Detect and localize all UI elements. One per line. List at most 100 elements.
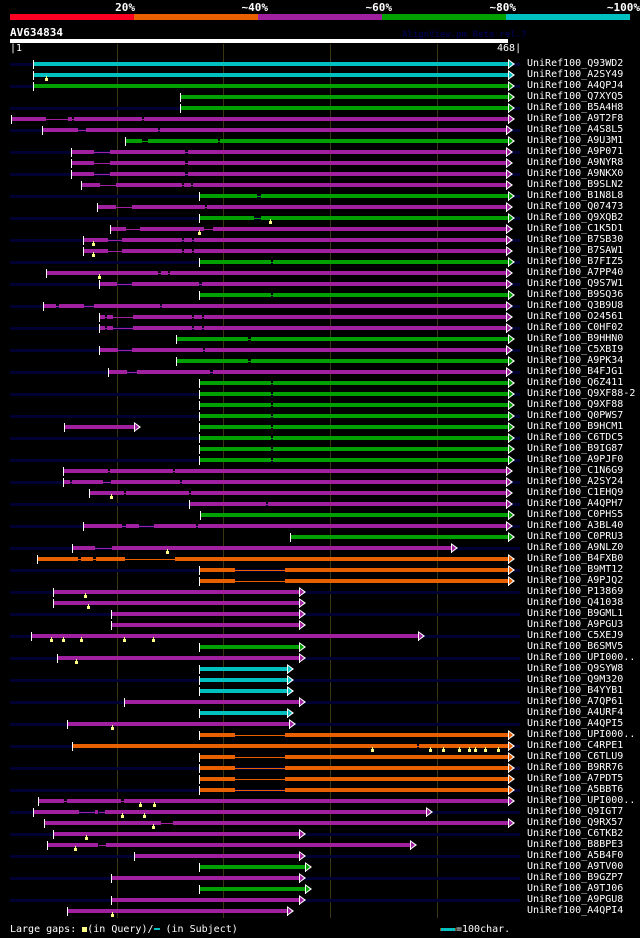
hit-label[interactable]: UniRef100_A9PJQ2 <box>527 575 624 586</box>
hit-label[interactable]: UniRef100_A9PGU3 <box>527 619 624 630</box>
hit-label[interactable]: UniRef100_C6TLU9 <box>527 751 624 762</box>
hit-label[interactable]: UniRef100_A4QPI4 <box>527 905 624 916</box>
hit-label[interactable]: UniRef100_C5XBI9 <box>527 344 624 355</box>
hit-label[interactable]: UniRef100_B4YYB1 <box>527 685 624 696</box>
hit-label[interactable]: UniRef100_B9HHN0 <box>527 333 624 344</box>
scale-bar-icon <box>440 927 456 931</box>
hit-label[interactable]: UniRef100_A9PJF0 <box>527 454 624 465</box>
hit-label[interactable]: UniRef100_Q9IGT7 <box>527 806 624 817</box>
hit-label[interactable]: UniRef100_Q3B9U8 <box>527 300 624 311</box>
hit-label[interactable]: UniRef100_B9SLN2 <box>527 179 624 190</box>
hit-label[interactable]: UniRef100_C1N6G9 <box>527 465 624 476</box>
hit-label[interactable]: UniRef100_A9NYR8 <box>527 157 624 168</box>
subject-gap <box>167 273 170 274</box>
hit-label[interactable]: UniRef100_Q9XF88-2 <box>527 388 636 399</box>
hit-label[interactable]: UniRef100_Q9M320 <box>527 674 624 685</box>
subject-gap <box>93 559 97 560</box>
hit-label[interactable]: UniRef100_A4QPJ4 <box>527 80 624 91</box>
alignment-end-tick <box>508 797 509 806</box>
hit-label[interactable]: UniRef100_B9GZP7 <box>527 872 624 883</box>
alignment-segment <box>36 557 79 561</box>
alignment-segment <box>273 436 508 440</box>
hit-label[interactable]: UniRef100_C6TKB2 <box>527 828 624 839</box>
alignment-end-tick <box>506 236 507 245</box>
hit-label[interactable]: UniRef100_Q0PWS7 <box>527 410 624 421</box>
hit-label[interactable]: UniRef100_B4FXB0 <box>527 553 624 564</box>
hit-label[interactable]: UniRef100_B7SB30 <box>527 234 624 245</box>
hit-label[interactable]: UniRef100_A9U3M1 <box>527 135 624 146</box>
hit-label[interactable]: UniRef100_A5BBT6 <box>527 784 624 795</box>
hit-label[interactable]: UniRef100_C0PHS5 <box>527 509 624 520</box>
hit-label[interactable]: UniRef100_Q9XQB2 <box>527 212 624 223</box>
hit-label[interactable]: UniRef100_A9P071 <box>527 146 624 157</box>
query-gap-marker-icon <box>151 637 155 642</box>
alignment-segment <box>285 733 508 737</box>
hit-label[interactable]: UniRef100_B9IG87 <box>527 443 624 454</box>
hit-label[interactable]: UniRef100_A2SY24 <box>527 476 624 487</box>
hit-label[interactable]: UniRef100_Q93WD2 <box>527 58 624 69</box>
hit-label[interactable]: UniRef100_A7PDT5 <box>527 773 624 784</box>
hit-label[interactable]: UniRef100_A4QPI5 <box>527 718 624 729</box>
hit-label[interactable]: UniRef100_A9T2F8 <box>527 113 624 124</box>
hit-label[interactable]: UniRef100_B9MT12 <box>527 564 624 575</box>
hit-label[interactable]: UniRef100_B5A4H8 <box>527 102 624 113</box>
hit-label[interactable]: UniRef100_Q07473 <box>527 201 624 212</box>
subject-gap <box>115 207 132 208</box>
hit-label[interactable]: UniRef100_B8BPE3 <box>527 839 624 850</box>
hit-label[interactable]: UniRef100_A4S8L5 <box>527 124 624 135</box>
query-gap-marker-icon <box>97 274 101 279</box>
hit-label[interactable]: UniRef100_Q9RX57 <box>527 817 624 828</box>
hit-label[interactable]: UniRef100_B4FJG1 <box>527 366 624 377</box>
alignment-segment <box>132 315 193 319</box>
hit-label[interactable]: UniRef100_B9GML1 <box>527 608 624 619</box>
hit-label[interactable]: UniRef100_A9TV00 <box>527 861 624 872</box>
alignment-end-arrow-fill <box>508 335 513 343</box>
hit-label[interactable]: UniRef100_Q9XF88 <box>527 399 624 410</box>
hit-label[interactable]: UniRef100_UPI000.. <box>527 729 636 740</box>
hit-label[interactable]: UniRef100_B9SQ36 <box>527 289 624 300</box>
hit-label[interactable]: UniRef100_A9TJ06 <box>527 883 624 894</box>
hit-label[interactable]: UniRef100_A7PP40 <box>527 267 624 278</box>
alignment-end-arrow-fill <box>508 731 513 739</box>
hit-label[interactable]: UniRef100_UPI000.. <box>527 652 636 663</box>
ruler-end-value: 468 <box>497 43 516 54</box>
hit-label[interactable]: UniRef100_Q6Z411 <box>527 377 624 388</box>
hit-label[interactable]: UniRef100_C4RPE1 <box>527 740 624 751</box>
alignment-segment <box>181 480 506 484</box>
hit-label[interactable]: UniRef100_B7SAW1 <box>527 245 624 256</box>
hit-label[interactable]: UniRef100_A4URF4 <box>527 707 624 718</box>
alignment-segment <box>110 227 127 231</box>
hit-label[interactable]: UniRef100_A9PGU8 <box>527 894 624 905</box>
hit-label[interactable]: UniRef100_B6SMV5 <box>527 641 624 652</box>
hit-label[interactable]: UniRef100_A7QP61 <box>527 696 624 707</box>
hit-label[interactable]: UniRef100_B9HCM1 <box>527 421 624 432</box>
hit-label[interactable]: UniRef100_A3BL40 <box>527 520 624 531</box>
hit-label[interactable]: UniRef100_C0PRU3 <box>527 531 624 542</box>
hit-label[interactable]: UniRef100_O24561 <box>527 311 624 322</box>
hit-label[interactable]: UniRef100_A9NKX0 <box>527 168 624 179</box>
hit-label[interactable]: UniRef100_B7FIZ5 <box>527 256 624 267</box>
hit-label[interactable]: UniRef100_A9NLZ0 <box>527 542 624 553</box>
hit-label[interactable]: UniRef100_A9PK34 <box>527 355 624 366</box>
alignment-end-arrow-fill <box>298 599 304 607</box>
subject-gap <box>113 317 133 318</box>
alignment-end-tick <box>287 665 288 674</box>
hit-label[interactable]: UniRef100_UPI000.. <box>527 795 636 806</box>
hit-label[interactable]: UniRef100_Q41038 <box>527 597 624 608</box>
hit-label[interactable]: UniRef100_Q9S7W1 <box>527 278 624 289</box>
hit-label[interactable]: UniRef100_A4QPH7 <box>527 498 624 509</box>
hit-label[interactable]: UniRef100_P13869 <box>527 586 624 597</box>
alignment-end-arrow-fill <box>505 324 511 332</box>
hit-label[interactable]: UniRef100_Q7XYQ5 <box>527 91 624 102</box>
hit-label[interactable]: UniRef100_A2SY49 <box>527 69 624 80</box>
hit-label[interactable]: UniRef100_C0HF02 <box>527 322 624 333</box>
hit-label[interactable]: UniRef100_C5XEJ9 <box>527 630 624 641</box>
hit-label[interactable]: UniRef100_A5B4F0 <box>527 850 624 861</box>
hit-label[interactable]: UniRef100_C1EHQ9 <box>527 487 624 498</box>
alignment-end-arrow-fill <box>287 709 293 717</box>
hit-label[interactable]: UniRef100_B1N8L8 <box>527 190 624 201</box>
hit-label[interactable]: UniRef100_Q9SYW8 <box>527 663 624 674</box>
hit-label[interactable]: UniRef100_B9RR76 <box>527 762 624 773</box>
hit-label[interactable]: UniRef100_C6TDC5 <box>527 432 624 443</box>
hit-label[interactable]: UniRef100_C1K5D1 <box>527 223 624 234</box>
